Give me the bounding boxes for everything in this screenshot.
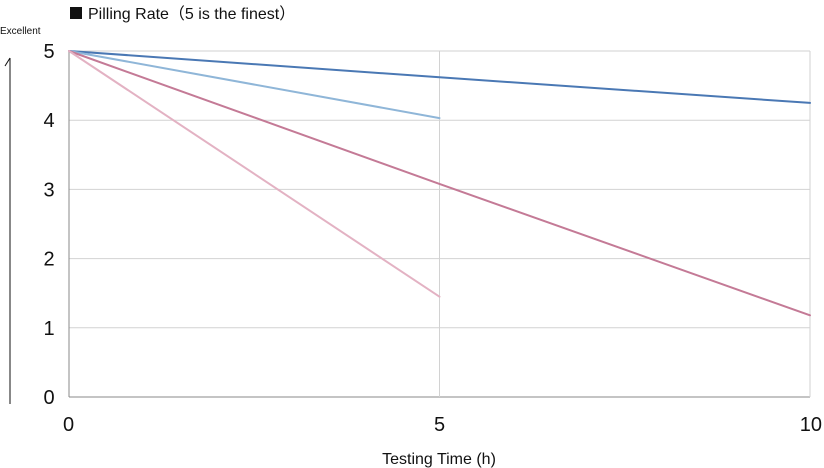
vertical-gridlines: [68, 51, 811, 397]
y-tick-label-5: 5: [43, 41, 54, 63]
y-tick-label-2: 2: [43, 249, 54, 271]
title-square-marker: [70, 7, 82, 19]
x-tick-label-5: 5: [434, 414, 445, 436]
data-series: [68, 50, 811, 317]
y-tick-label-4: 4: [43, 110, 54, 132]
y-tick-label-0: 0: [43, 387, 54, 409]
series-line-2: [68, 50, 441, 120]
series-line-1: [68, 50, 811, 104]
series-line-4: [68, 50, 441, 298]
y-axis-arrow-head: [4, 57, 11, 67]
x-tick-label-10: 10: [800, 414, 822, 436]
x-axis-label: Testing Time (h): [382, 451, 496, 468]
y-axis-excellent-label: Excellent: [0, 26, 41, 37]
series-line-3: [68, 50, 811, 317]
chart-title: Pilling Rate（5 is the finest）: [88, 5, 295, 23]
x-tick-label-0: 0: [63, 414, 74, 436]
x-tick-labels: 0 5 10: [63, 414, 822, 436]
y-tick-label-1: 1: [43, 318, 54, 340]
y-tick-labels: 0 1 2 3 4 5: [43, 41, 54, 409]
y-tick-label-3: 3: [43, 179, 54, 201]
